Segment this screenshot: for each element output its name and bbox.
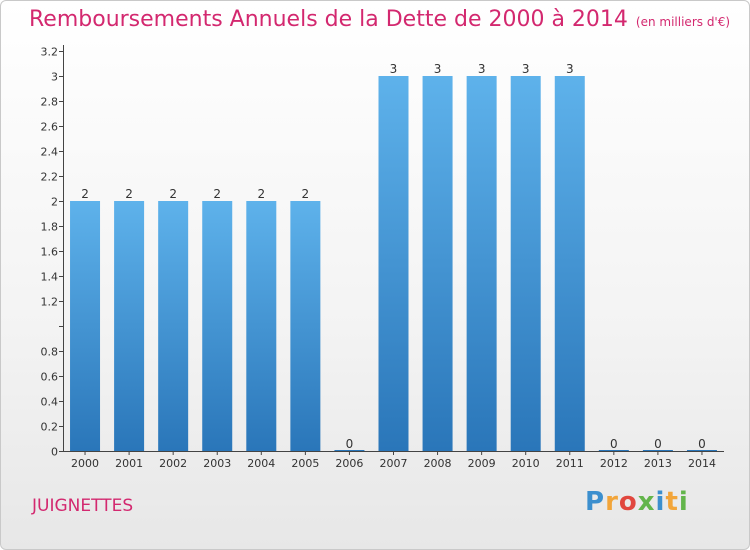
bar-2004 <box>246 201 277 451</box>
data-label-2005: 2 <box>302 187 310 201</box>
x-tick-label-2007: 2007 <box>380 457 408 470</box>
x-tick-label-2013: 2013 <box>644 457 672 470</box>
bar-2011 <box>554 76 585 451</box>
y-tick-label: 2.6 <box>41 121 59 134</box>
bar-2002 <box>158 201 189 451</box>
logo-letter: i <box>655 487 666 517</box>
data-label-2014: 0 <box>698 437 706 451</box>
x-tick-label-2004: 2004 <box>247 457 275 470</box>
bar-2007 <box>378 76 409 451</box>
y-tick-label: 0.2 <box>41 421 59 434</box>
x-tick-label-2003: 2003 <box>203 457 231 470</box>
x-tick-label-2001: 2001 <box>115 457 143 470</box>
bar-2003 <box>202 201 233 451</box>
x-tick-label-2000: 2000 <box>71 457 99 470</box>
data-label-2007: 3 <box>390 62 398 76</box>
proxiti-logo: Proxiti <box>585 487 689 517</box>
chart-unit-text: (en milliers d'€) <box>635 15 731 29</box>
y-tick-label: 1.2 <box>41 296 59 309</box>
bar-2009 <box>466 76 497 451</box>
logo-letter: o <box>618 487 638 517</box>
y-tick-label: 1.6 <box>41 246 59 259</box>
x-tick-label-2002: 2002 <box>159 457 187 470</box>
bar-2000 <box>70 201 101 451</box>
data-label-2010: 3 <box>522 62 530 76</box>
bar-2012 <box>598 450 629 451</box>
x-tick-label-2014: 2014 <box>688 457 716 470</box>
data-label-2006: 0 <box>346 437 354 451</box>
chart-title-text: Remboursements Annuels de la Dette de 20… <box>29 7 628 32</box>
logo-letter: P <box>585 487 606 517</box>
y-tick-label: 2.2 <box>41 171 59 184</box>
data-label-2011: 3 <box>566 62 574 76</box>
logo-letter: t <box>665 487 679 517</box>
logo-letter: x <box>637 487 656 517</box>
bar-2010 <box>510 76 541 451</box>
x-tick-label-2012: 2012 <box>600 457 628 470</box>
data-label-2001: 2 <box>125 187 133 201</box>
y-tick-label: 0 <box>51 446 58 459</box>
data-label-2012: 0 <box>610 437 618 451</box>
x-tick-label-2005: 2005 <box>291 457 319 470</box>
x-tick-label-2011: 2011 <box>556 457 584 470</box>
x-tick-label-2010: 2010 <box>512 457 540 470</box>
y-tick-label: 0.6 <box>41 371 59 384</box>
data-label-2009: 3 <box>478 62 486 76</box>
logo-letter: i <box>678 487 689 517</box>
y-tick-label: 3 <box>51 71 58 84</box>
y-tick-label: 2 <box>51 196 58 209</box>
bar-2014 <box>686 450 717 451</box>
y-tick-label: 2.4 <box>41 146 59 159</box>
y-tick-label: 3.2 <box>41 46 59 59</box>
data-label-2013: 0 <box>654 437 662 451</box>
data-label-2002: 2 <box>169 187 177 201</box>
bar-2013 <box>642 450 673 451</box>
x-tick-label-2008: 2008 <box>424 457 452 470</box>
y-tick-label: 1.4 <box>41 271 59 284</box>
y-tick-label: 0.4 <box>41 396 59 409</box>
data-label-2003: 2 <box>213 187 221 201</box>
chart-title: Remboursements Annuels de la Dette de 20… <box>29 7 730 32</box>
logo-letter: r <box>605 487 619 517</box>
bar-2008 <box>422 76 453 451</box>
bar-2006 <box>334 450 365 451</box>
y-tick-label: 2.8 <box>41 96 59 109</box>
x-tick-label-2006: 2006 <box>335 457 363 470</box>
data-label-2004: 2 <box>257 187 265 201</box>
data-label-2008: 3 <box>434 62 442 76</box>
bar-2005 <box>290 201 321 451</box>
y-tick-label: 1.8 <box>41 221 59 234</box>
x-tick-label-2009: 2009 <box>468 457 496 470</box>
commune-name: JUIGNETTES <box>32 496 134 516</box>
bar-2001 <box>114 201 145 451</box>
y-tick-label: 0.8 <box>41 346 59 359</box>
data-label-2000: 2 <box>81 187 89 201</box>
